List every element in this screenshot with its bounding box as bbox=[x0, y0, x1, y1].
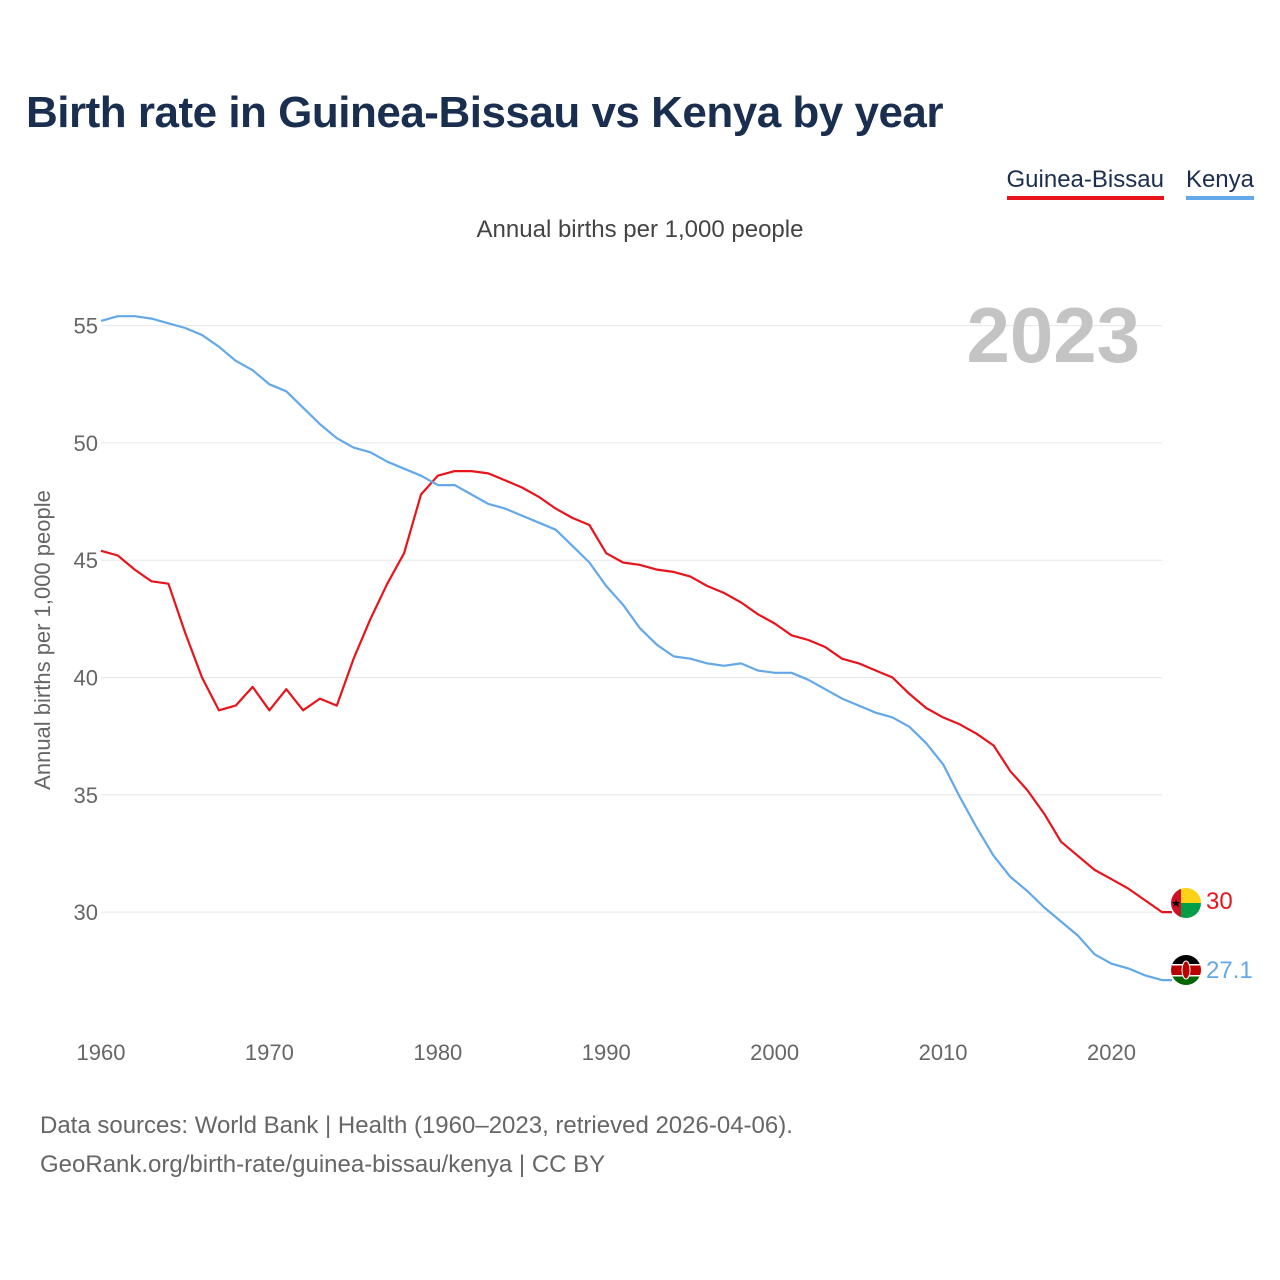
y-tick-label: 55 bbox=[74, 314, 98, 339]
end-label-kenya: 27.1 bbox=[1206, 957, 1253, 984]
kenya-flag-icon bbox=[1171, 955, 1201, 985]
source-line-2[interactable]: GeoRank.org/birth-rate/guinea-bissau/ken… bbox=[40, 1151, 606, 1178]
x-axis-ticks: 1960 1970 1980 1990 2000 2010 2020 bbox=[77, 1040, 1136, 1065]
x-tick-label: 2000 bbox=[750, 1040, 799, 1065]
x-tick-label: 2020 bbox=[1087, 1040, 1136, 1065]
series-line-guinea-bissau[interactable] bbox=[100, 470, 1172, 914]
gridlines bbox=[101, 325, 1162, 913]
x-tick-label: 2010 bbox=[919, 1040, 968, 1065]
legend-item-guinea-bissau[interactable]: Guinea-Bissau bbox=[1006, 166, 1164, 200]
x-tick-label: 1960 bbox=[77, 1040, 126, 1065]
legend-item-kenya[interactable]: Kenya bbox=[1185, 166, 1254, 200]
x-tick-label: 1980 bbox=[413, 1040, 462, 1065]
chart-subtitle: Annual births per 1,000 people bbox=[476, 216, 804, 243]
end-label-guinea-bissau: 30 bbox=[1206, 888, 1233, 915]
chart-title: Birth rate in Guinea-Bissau vs Kenya by … bbox=[26, 88, 944, 137]
y-tick-label: 30 bbox=[74, 900, 98, 925]
y-axis-label: Annual births per 1,000 people bbox=[30, 490, 55, 790]
guinea-bissau-flag-icon bbox=[1171, 888, 1201, 918]
x-tick-label: 1970 bbox=[245, 1040, 294, 1065]
y-tick-label: 45 bbox=[74, 548, 98, 573]
source-line-1: Data sources: World Bank | Health (1960–… bbox=[40, 1112, 793, 1139]
series-line-kenya[interactable] bbox=[100, 315, 1172, 982]
x-tick-label: 1990 bbox=[582, 1040, 631, 1065]
y-tick-label: 50 bbox=[74, 431, 98, 456]
y-tick-label: 35 bbox=[74, 783, 98, 808]
y-tick-label: 40 bbox=[74, 665, 98, 690]
y-axis-ticks: 30 35 40 45 50 55 bbox=[74, 314, 98, 925]
legend: Guinea-Bissau Kenya bbox=[1006, 166, 1254, 200]
series-lines bbox=[100, 315, 1172, 982]
data-source: Data sources: World Bank | Health (1960–… bbox=[40, 1106, 793, 1184]
year-watermark: 2023 bbox=[966, 291, 1140, 379]
